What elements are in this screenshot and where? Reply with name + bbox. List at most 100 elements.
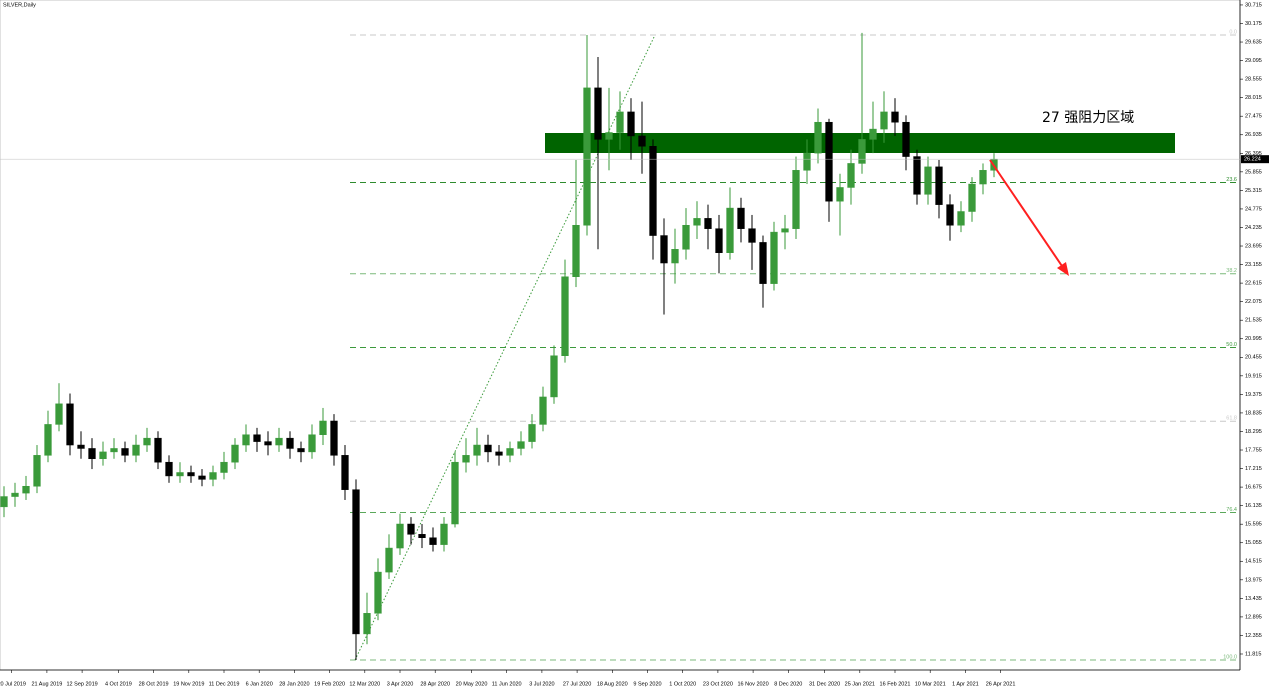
candle-body (957, 211, 965, 226)
candle-body (825, 121, 833, 202)
y-tick-label: 25.315 (1245, 188, 1262, 194)
candle-body (396, 523, 404, 549)
candle-body (99, 451, 107, 460)
y-tick-label: 16.135 (1245, 503, 1262, 509)
y-tick-label: 29.635 (1245, 39, 1262, 45)
candle-body (44, 424, 52, 456)
candle-body (121, 448, 129, 456)
y-tick-label: 13.975 (1245, 577, 1262, 583)
y-tick-label: 12.355 (1245, 633, 1262, 639)
candle-body (88, 448, 96, 460)
candle-body (341, 455, 349, 490)
candle-body (33, 455, 41, 487)
x-tick-label: 3 Jul 2020 (529, 681, 554, 687)
arrow-line (989, 159, 1065, 270)
y-tick-label: 23.695 (1245, 243, 1262, 249)
x-tick-label: 1 Apr 2021 (952, 681, 979, 687)
candle-body (770, 231, 778, 284)
candle-body (286, 437, 294, 449)
candle-body (649, 146, 657, 236)
x-tick-label: 6 Jan 2020 (246, 681, 273, 687)
candle-body (143, 437, 151, 446)
y-tick-label: 15.595 (1245, 522, 1262, 528)
y-tick-label: 26.395 (1245, 151, 1262, 157)
x-tick-label: 19 Feb 2020 (314, 681, 345, 687)
candle-body (583, 87, 591, 226)
x-tick-label: 20 Jul 2019 (0, 681, 26, 687)
x-tick-label: 11 Jun 2020 (492, 681, 522, 687)
y-tick-label: 13.435 (1245, 596, 1262, 602)
x-tick-label: 21 Aug 2019 (31, 681, 62, 687)
candle-body (220, 461, 228, 473)
chart-title: SILVER,Daily (3, 2, 36, 8)
annotation: 27 强阻力区域 (1042, 110, 1134, 126)
current-price-label: 26.224 (1244, 157, 1261, 163)
candle-body (231, 444, 239, 463)
candle-body (539, 396, 547, 425)
candle-body (308, 434, 316, 453)
candle-body (22, 485, 30, 494)
y-tick-label: 26.935 (1245, 132, 1262, 138)
y-tick-label: 22.075 (1245, 299, 1262, 305)
y-tick-label: 11.815 (1245, 651, 1261, 657)
candle-body (814, 121, 822, 154)
candle-body (176, 472, 184, 477)
y-tick-label: 18.295 (1245, 429, 1262, 435)
candle-body (0, 496, 8, 508)
x-tick-label: 10 Mar 2021 (915, 681, 946, 687)
x-tick-label: 26 Apr 2021 (986, 681, 1016, 687)
candle-body (198, 475, 206, 480)
candle-body (275, 437, 283, 446)
x-tick-label: 28 Oct 2019 (139, 681, 169, 687)
candle-body (352, 489, 360, 635)
x-tick-label: 1 Oct 2020 (669, 681, 696, 687)
x-tick-label: 3 Apr 2020 (387, 681, 414, 687)
y-tick-label: 19.915 (1245, 373, 1262, 379)
candle-body (418, 534, 426, 539)
candle-body (495, 451, 503, 456)
candle-body (847, 163, 855, 188)
candle-body (869, 128, 877, 140)
x-tick-label: 28 Apr 2020 (420, 681, 450, 687)
candle-body (528, 424, 536, 442)
candle-body (484, 444, 492, 453)
candle-body (968, 183, 976, 212)
y-tick-label: 27.475 (1245, 114, 1262, 120)
candle-body (209, 472, 217, 480)
x-tick-label: 16 Feb 2021 (880, 681, 911, 687)
candle-body (902, 121, 910, 157)
x-tick-label: 19 Nov 2019 (173, 681, 204, 687)
candle-body (616, 111, 624, 133)
y-tick-label: 25.855 (1245, 169, 1262, 175)
x-tick-label: 11 Dec 2019 (209, 681, 240, 687)
candle-body (913, 156, 921, 195)
candle-body (429, 537, 437, 545)
candle-body (319, 420, 327, 435)
candle-body (748, 228, 756, 243)
marks (0, 32, 1240, 661)
candle-body (462, 455, 470, 463)
candle-body (242, 434, 250, 446)
candle-body (704, 218, 712, 229)
candle-body (605, 132, 613, 140)
candle-body (407, 523, 415, 535)
arrow-head (1057, 262, 1069, 276)
candle-body (363, 613, 371, 635)
fib-label: 23.6 (1226, 177, 1237, 183)
fib-label: 0.0 (1229, 29, 1237, 35)
candle-body (154, 437, 162, 463)
candle-body (187, 472, 195, 477)
candle-body (572, 224, 580, 278)
y-tick-label: 30.715 (1245, 2, 1262, 8)
candle-body (66, 403, 74, 446)
y-tick-label: 24.235 (1245, 225, 1262, 231)
candle-body (550, 355, 558, 398)
candle-body (638, 135, 646, 147)
y-tick-label: 30.175 (1245, 21, 1262, 27)
y-tick-label: 16.675 (1245, 485, 1262, 491)
fib-label: 50.0 (1226, 342, 1237, 348)
candle-body (132, 444, 140, 456)
candle-body (165, 461, 173, 477)
x-tick-label: 28 Jan 2020 (279, 681, 309, 687)
